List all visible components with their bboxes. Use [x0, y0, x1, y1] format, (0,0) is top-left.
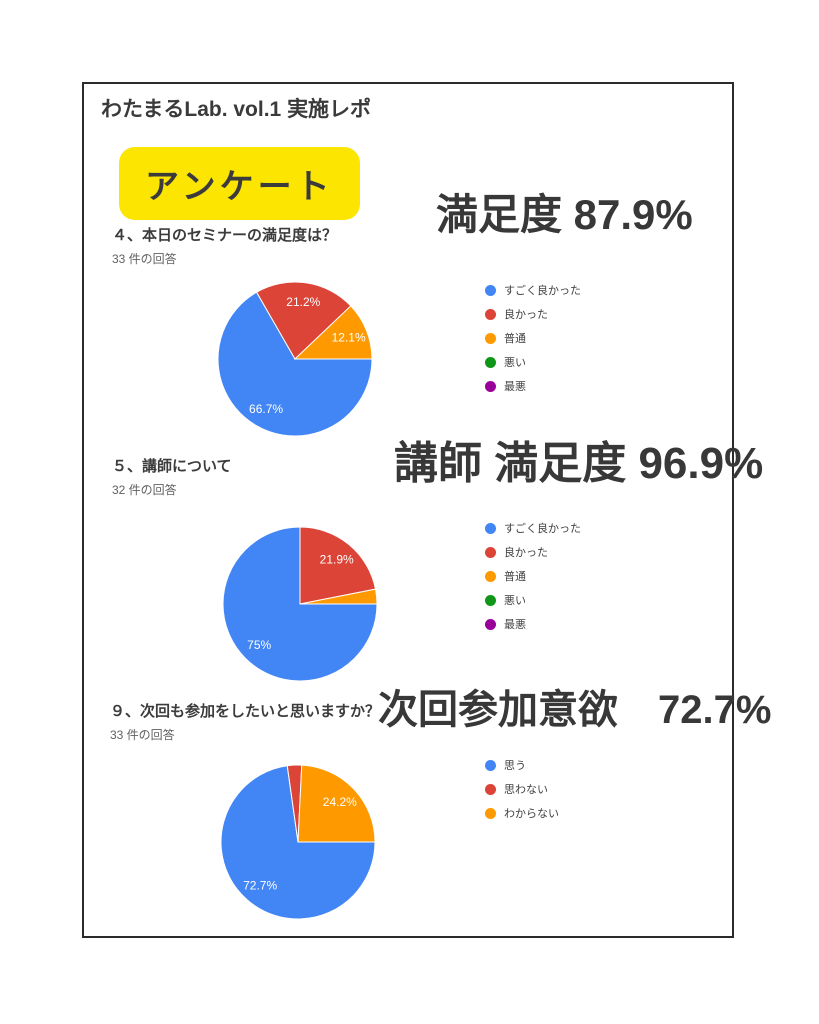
legend-color-dot — [485, 308, 496, 320]
legend-label: 思わない — [504, 784, 548, 796]
question-title: ４、本日のセミナーの満足度は？ — [112, 227, 338, 244]
response-count: 33 件の回答 — [110, 728, 175, 742]
pie-chart-satisfaction: 66.7% 21.2% 12.1% — [217, 281, 373, 437]
question-instructor: ５、講師について 32 件の回答 — [112, 455, 232, 498]
legend-color-dot — [485, 594, 496, 606]
pie-slice-label: 21.2% — [286, 295, 320, 309]
pie-slice — [217, 291, 373, 437]
question-title: ５、講師について — [112, 458, 232, 475]
legend-label: 普通 — [504, 333, 526, 345]
legend-item: わからない — [485, 805, 559, 821]
headline-instructor: 講師 満足度 96.9% — [394, 439, 764, 488]
pie-slice — [297, 764, 376, 843]
report-card — [82, 82, 734, 938]
pie-slice-label: 66.7% — [249, 402, 283, 416]
legend-item: すごく良かった — [485, 282, 581, 298]
pie-chart-instructor: 75% 21.9% — [222, 526, 378, 682]
question-satisfaction: ４、本日のセミナーの満足度は？ 33 件の回答 — [112, 224, 337, 267]
legend-color-dot — [485, 570, 496, 582]
legend-item: 悪い — [485, 354, 581, 370]
legend-item: 思わない — [485, 781, 559, 797]
legend-satisfaction: すごく良かった 良かった普通悪い最悪 — [485, 282, 581, 394]
legend-instructor: すごく良かった 良かった普通悪い最悪 — [485, 520, 581, 632]
legend-label: わからない — [504, 808, 559, 820]
pie-slice-label: 12.1% — [332, 331, 366, 345]
question-title: ９、次回も参加をしたいと思いますか？ — [110, 703, 381, 720]
response-count: 32 件の回答 — [112, 483, 177, 497]
legend-item: すごく良かった — [485, 520, 581, 536]
legend-color-dot — [485, 356, 496, 368]
legend-item: 最悪 — [485, 616, 581, 632]
pie-slice-label: 24.2% — [323, 795, 357, 809]
headline-next-participation: 次回参加意欲 72.7% — [378, 688, 772, 732]
legend-item: 良かった — [485, 544, 581, 560]
legend-color-dot — [485, 284, 496, 296]
legend-item: 思う — [485, 757, 559, 773]
legend-label: 最悪 — [504, 381, 526, 393]
legend-label: 良かった — [504, 547, 548, 559]
pie-slice — [299, 588, 378, 605]
legend-color-dot — [485, 522, 496, 534]
survey-badge: アンケート — [119, 147, 360, 220]
page-title: わたまるLab. vol.1 実施レポ — [101, 98, 372, 121]
legend-color-dot — [485, 759, 496, 771]
legend-color-dot — [485, 807, 496, 819]
legend-item: 普通 — [485, 330, 581, 346]
pie-chart-next-participation: 72.7% 24.2% — [220, 764, 376, 920]
legend-label: 良かった — [504, 309, 548, 321]
response-count: 33 件の回答 — [112, 252, 177, 266]
legend-next-participation: 思う思わないわからない — [485, 757, 559, 821]
legend-label: すごく良かった — [504, 523, 581, 535]
pie-slice — [293, 305, 373, 360]
pie-slice-label: 21.9% — [320, 552, 354, 566]
legend-color-dot — [485, 783, 496, 795]
legend-item: 普通 — [485, 568, 581, 584]
legend-color-dot — [485, 332, 496, 344]
legend-color-dot — [485, 380, 496, 392]
legend-label: 思う — [504, 760, 526, 772]
pie-slice — [222, 526, 378, 682]
legend-label: 悪い — [504, 357, 526, 369]
question-next-participation: ９、次回も参加をしたいと思いますか？ 33 件の回答 — [110, 700, 380, 743]
legend-item: 最悪 — [485, 378, 581, 394]
legend-label: すごく良かった — [504, 285, 581, 297]
pie-slice — [299, 526, 377, 605]
legend-item: 悪い — [485, 592, 581, 608]
pie-slice-label: 72.7% — [243, 879, 277, 893]
pie-slice — [255, 281, 352, 360]
legend-label: 普通 — [504, 571, 526, 583]
legend-label: 最悪 — [504, 619, 526, 631]
legend-color-dot — [485, 546, 496, 558]
legend-label: 悪い — [504, 595, 526, 607]
headline-satisfaction: 満足度 87.9% — [436, 191, 693, 238]
legend-item: 良かった — [485, 306, 581, 322]
pie-slice-label: 75% — [247, 638, 271, 652]
legend-color-dot — [485, 618, 496, 630]
